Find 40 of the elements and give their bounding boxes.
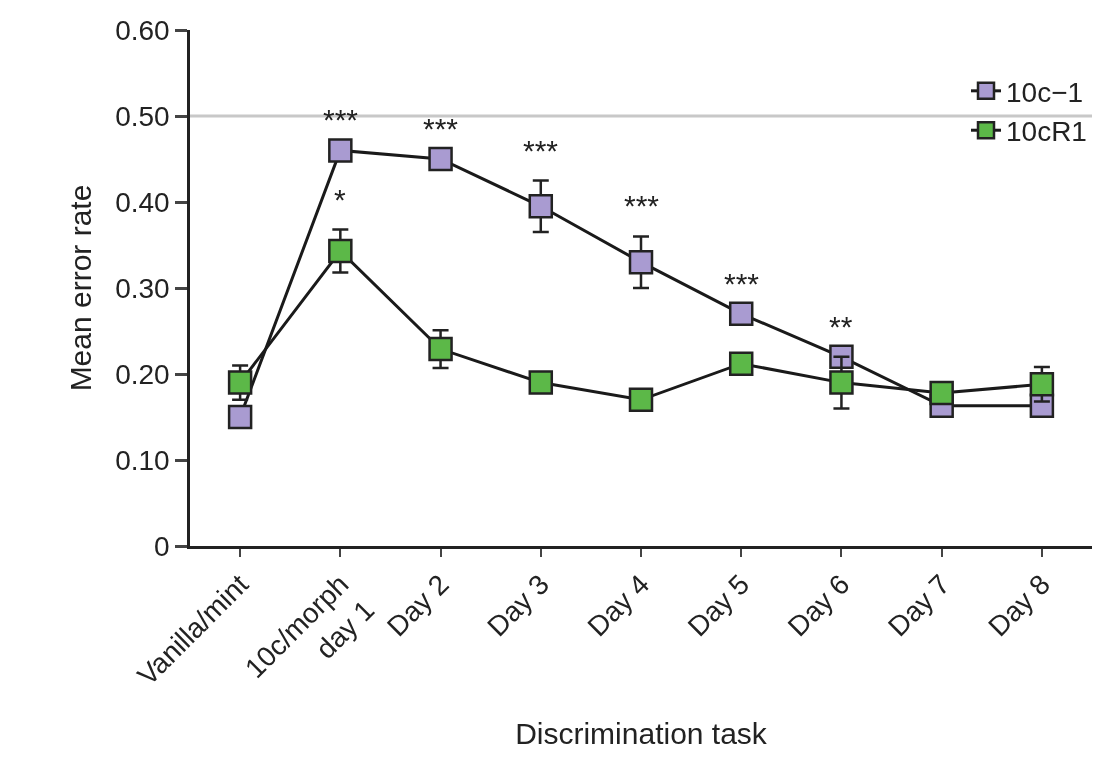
point	[328, 138, 353, 163]
x-tick-label: Day 8	[982, 568, 1057, 643]
point	[528, 370, 554, 395]
x-tick-label: Day 5	[681, 568, 756, 643]
y-tick-label: 0.50	[115, 100, 170, 132]
x-tick-label: Day 2	[381, 568, 455, 643]
point	[227, 404, 253, 430]
point	[829, 370, 854, 395]
x-tick-label: Day 7	[882, 568, 956, 643]
x-tick-label: Day 3	[481, 568, 555, 643]
point	[728, 351, 754, 376]
y-tick-label: 0.20	[115, 358, 170, 390]
y-tick-label: 0.30	[115, 272, 170, 304]
annotation: *	[334, 183, 346, 216]
annotation: ***	[523, 134, 559, 167]
point	[1029, 372, 1055, 397]
point	[728, 301, 754, 327]
y-tick-label: 0.40	[115, 186, 170, 218]
point	[428, 336, 453, 362]
point	[528, 194, 554, 219]
legend-label: 10cR1	[1006, 116, 1087, 148]
annotation: **	[829, 310, 853, 343]
point	[628, 249, 654, 275]
point	[328, 238, 353, 264]
legend-label: 10c−1	[1006, 76, 1084, 108]
annotation: ***	[724, 267, 760, 300]
point	[929, 380, 954, 406]
point	[227, 370, 253, 395]
annotation: ***	[624, 189, 660, 222]
y-tick-label: 0.60	[115, 14, 170, 46]
point	[428, 146, 453, 172]
x-tick-label: Day 6	[781, 568, 856, 643]
x-tick-label: Day 4	[581, 568, 656, 643]
annotation: ***	[423, 112, 459, 145]
annotation: ***	[323, 103, 359, 136]
y-tick-label: 0.10	[115, 444, 170, 476]
x-axis-title: Discrimination task	[515, 717, 768, 751]
point	[628, 387, 654, 413]
y-tick-label: 0	[154, 530, 170, 562]
y-axis-title: Mean error rate	[64, 184, 98, 392]
